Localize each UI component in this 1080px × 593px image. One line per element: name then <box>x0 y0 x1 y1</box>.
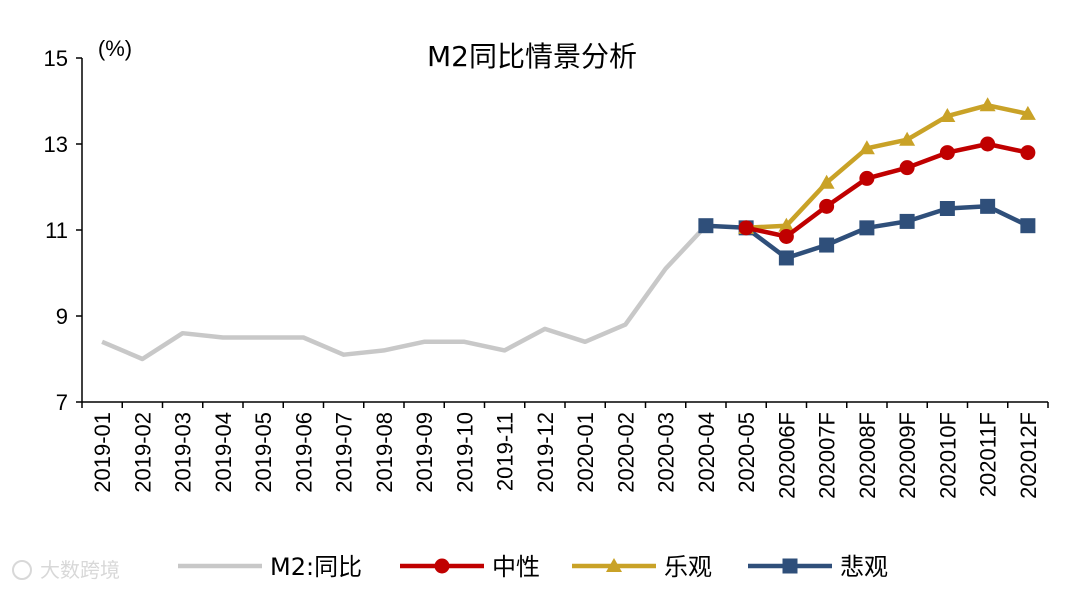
x-tick-label: 2019-06 <box>291 412 316 493</box>
legend-label: 中性 <box>492 553 540 581</box>
series-line <box>745 103 1029 231</box>
legend-label: 乐观 <box>664 553 712 581</box>
y-unit-label: (%) <box>98 36 132 61</box>
data-point <box>899 213 915 229</box>
data-point <box>778 217 795 232</box>
legend-label: 悲观 <box>840 553 888 581</box>
axes: 7 9 11 13 15 2019-01 2019-02 2019-03 2019-04 2019… <box>44 46 1049 499</box>
x-tick-label: 2019-07 <box>332 412 357 493</box>
data-point <box>980 136 996 152</box>
x-tick-label: 2019-04 <box>211 412 236 493</box>
series-line <box>101 224 708 362</box>
data-point <box>980 198 996 214</box>
x-tick-label: 202007F <box>815 412 840 499</box>
legend: M2:同比 中性 乐观 悲观 <box>178 553 888 581</box>
data-point <box>1019 105 1036 120</box>
x-tick-label: 2019-10 <box>452 412 477 493</box>
x-tick-label: 2019-11 <box>493 412 518 491</box>
x-tick-label: 2019-01 <box>90 412 115 493</box>
data-point <box>738 220 754 236</box>
x-tick-label: 2019-03 <box>171 412 196 493</box>
legend-item: 中性 <box>400 553 540 581</box>
data-point <box>819 198 835 214</box>
series-3 <box>698 198 1036 266</box>
legend-marker <box>434 558 450 574</box>
legend-item: M2:同比 <box>178 553 362 581</box>
x-tick-label: 2020-04 <box>694 412 719 493</box>
watermark: 大数跨境 <box>12 558 120 582</box>
data-point <box>818 174 835 189</box>
series-0 <box>101 224 708 362</box>
data-point <box>979 97 996 112</box>
data-point <box>859 170 875 186</box>
data-point <box>1020 218 1036 234</box>
data-point <box>939 201 955 216</box>
x-tick-label: 202006F <box>774 412 799 499</box>
data-point <box>778 250 794 266</box>
data-point <box>858 140 875 155</box>
y-tick-label: 9 <box>56 304 68 329</box>
y-tick-label: 7 <box>56 390 68 415</box>
data-point <box>939 145 955 161</box>
legend-marker <box>782 558 798 574</box>
x-tick-label: 202011F <box>976 412 1001 497</box>
x-tick-label: 2019-09 <box>412 412 437 493</box>
y-tick-label: 11 <box>45 218 68 243</box>
x-tick-label: 2019-08 <box>372 412 397 493</box>
x-tick-label: 2020-03 <box>654 412 679 493</box>
x-tick-label: 2020-02 <box>613 412 638 493</box>
legend-item: 悲观 <box>748 553 888 581</box>
data-point <box>698 218 714 234</box>
x-tick-label: 2020-05 <box>734 412 759 493</box>
y-tick-label: 13 <box>44 132 68 157</box>
legend-label: M2:同比 <box>270 553 362 581</box>
x-tick-label: 202010F <box>935 412 960 499</box>
data-point <box>778 228 794 244</box>
legend-marker <box>606 558 622 572</box>
legend-item: 乐观 <box>572 553 712 581</box>
x-tick-label: 2019-02 <box>130 412 155 493</box>
data-point <box>939 108 956 123</box>
watermark-logo-icon <box>12 560 32 580</box>
x-tick-label: 2019-12 <box>533 412 558 493</box>
series-layer <box>101 97 1036 362</box>
chart-title: M2同比情景分析 <box>427 40 637 73</box>
watermark-text: 大数跨境 <box>40 558 120 582</box>
series-1 <box>738 136 1036 244</box>
data-point <box>899 131 916 146</box>
y-tick-label: 15 <box>44 46 68 71</box>
data-point <box>899 160 915 176</box>
data-point <box>1020 145 1036 161</box>
data-point <box>819 237 835 253</box>
x-tick-label: 202012F <box>1016 412 1041 499</box>
x-tick-label: 2020-01 <box>573 412 598 493</box>
x-tick-label: 202008F <box>855 412 880 499</box>
data-point <box>859 220 875 236</box>
x-tick-label: 202009F <box>895 412 920 499</box>
x-tick-label: 2019-05 <box>251 412 276 493</box>
